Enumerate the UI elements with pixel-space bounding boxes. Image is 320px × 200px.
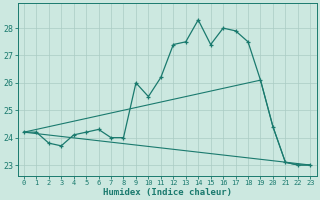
X-axis label: Humidex (Indice chaleur): Humidex (Indice chaleur) [103, 188, 232, 197]
